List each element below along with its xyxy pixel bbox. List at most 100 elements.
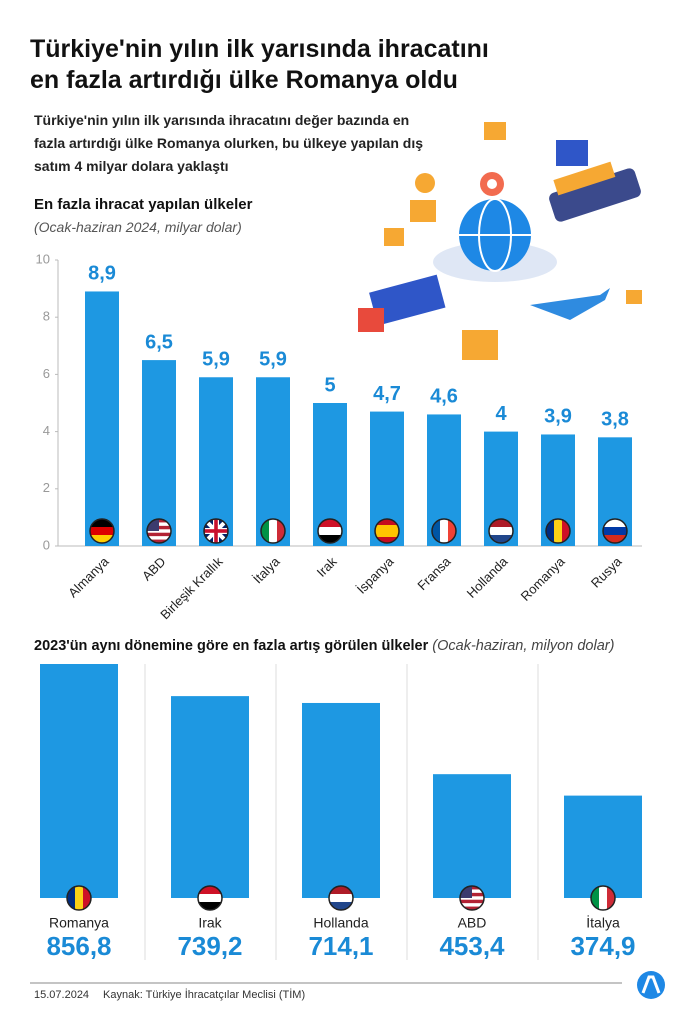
x-tick-label: İtalya xyxy=(250,553,283,586)
category-label: Romanya xyxy=(49,915,109,931)
flag xyxy=(489,519,513,543)
flag-stripe xyxy=(603,527,627,536)
box xyxy=(626,290,642,304)
y-tick-label: 2 xyxy=(43,480,50,495)
flag-stripe xyxy=(603,519,627,528)
flag-outline xyxy=(374,518,400,544)
flag xyxy=(318,519,342,543)
flag-outline xyxy=(89,518,115,544)
bar xyxy=(85,291,119,546)
flag-stripe xyxy=(603,535,627,543)
headline: Türkiye'nin yılın ilk yarısında ihracatı… xyxy=(30,34,590,96)
flag-stripe xyxy=(67,886,76,910)
flag-outline xyxy=(328,885,354,911)
box xyxy=(484,122,506,140)
flag-outline xyxy=(431,518,457,544)
flag-outline xyxy=(66,885,92,911)
flag-stripe xyxy=(562,519,570,543)
flag-stripe xyxy=(90,519,114,528)
category-label: Irak xyxy=(198,915,222,931)
flag-stripe xyxy=(460,896,484,901)
flag-stripe xyxy=(489,519,513,528)
flag-stripe xyxy=(90,527,114,536)
flag-outline xyxy=(317,518,343,544)
value-label: 4 xyxy=(495,403,507,425)
flag-stripe xyxy=(261,519,270,543)
category-label: Hollanda xyxy=(313,915,368,931)
flag-stripe xyxy=(554,519,563,543)
flag-stripe xyxy=(591,886,600,910)
chart-subtitle: (Ocak-haziran 2024, milyar dolar) xyxy=(34,219,242,235)
flag-stripe xyxy=(440,519,449,543)
x-tick-label: Irak xyxy=(314,554,340,580)
flag xyxy=(460,886,484,910)
value-label: 3,8 xyxy=(601,409,629,431)
flag xyxy=(375,519,399,543)
value-label: 453,4 xyxy=(439,931,505,961)
flag-stripe xyxy=(90,535,114,543)
flag-stripe xyxy=(489,535,513,543)
coin xyxy=(415,173,435,193)
flag-stripe xyxy=(375,525,399,532)
bar xyxy=(142,360,176,546)
flag-outline xyxy=(488,518,514,544)
date: 15.07.2024 xyxy=(34,989,90,1001)
headline-line: en fazla artırdığı ülke Romanya oldu xyxy=(30,66,458,94)
category-label: İtalya xyxy=(586,914,620,931)
flag-stripe xyxy=(546,519,555,543)
illustration xyxy=(358,122,642,360)
x-tick-label: ABD xyxy=(139,554,169,584)
flag-stripe xyxy=(318,527,342,536)
flag-stripe xyxy=(198,894,222,903)
flag xyxy=(67,886,91,910)
value-label: 856,8 xyxy=(46,931,111,961)
flag-outline xyxy=(602,518,628,544)
flag-stripe xyxy=(489,527,513,536)
value-label: 6,5 xyxy=(145,331,173,353)
flag-stripe xyxy=(460,899,484,904)
flag-stripe xyxy=(448,519,456,543)
flag-stripe xyxy=(329,894,353,903)
headline-line: Türkiye'nin yılın ilk yarısında ihracatı… xyxy=(30,35,489,63)
flag-stripe xyxy=(147,536,171,541)
flag-outline xyxy=(260,518,286,544)
bar xyxy=(302,702,380,898)
flag xyxy=(261,519,285,543)
flag xyxy=(432,519,456,543)
flag-stripe xyxy=(460,906,484,910)
flag-outline xyxy=(197,885,223,911)
chart-title: 2023'ün aynı dönemine göre en fazla artı… xyxy=(34,638,429,654)
flag-stripe xyxy=(607,886,615,910)
value-label: 8,9 xyxy=(88,263,116,285)
chart-title: En fazla ihracat yapılan ülkeler xyxy=(34,196,253,213)
x-tick-label: Rusya xyxy=(588,553,625,590)
value-label: 739,2 xyxy=(177,931,242,961)
value-label: 3,9 xyxy=(544,406,572,428)
x-tick-label: Fransa xyxy=(414,553,454,593)
flag-stripe xyxy=(198,902,222,910)
flag-stripe xyxy=(375,519,399,526)
ship xyxy=(549,168,641,222)
bar xyxy=(199,377,233,546)
y-tick-label: 10 xyxy=(36,251,50,266)
flag-stripe xyxy=(460,903,484,908)
x-tick-label: Almanya xyxy=(65,553,112,600)
box xyxy=(410,200,436,222)
container xyxy=(462,330,498,360)
flag-stripe xyxy=(599,886,608,910)
flag xyxy=(591,886,615,910)
pin-dot xyxy=(487,179,497,189)
source: Kaynak: Türkiye İhracatçılar Meclisi (Tİ… xyxy=(103,989,306,1001)
flag-stripe xyxy=(83,886,91,910)
flag-outline xyxy=(146,518,172,544)
x-tick-label: Hollanda xyxy=(464,553,511,600)
bar xyxy=(256,377,290,546)
bar xyxy=(564,795,642,898)
plane xyxy=(530,288,610,320)
flag-stripe xyxy=(329,902,353,910)
flag-stripe xyxy=(329,886,353,895)
flag xyxy=(198,886,222,910)
bar xyxy=(171,696,249,898)
category-label: ABD xyxy=(458,915,487,931)
